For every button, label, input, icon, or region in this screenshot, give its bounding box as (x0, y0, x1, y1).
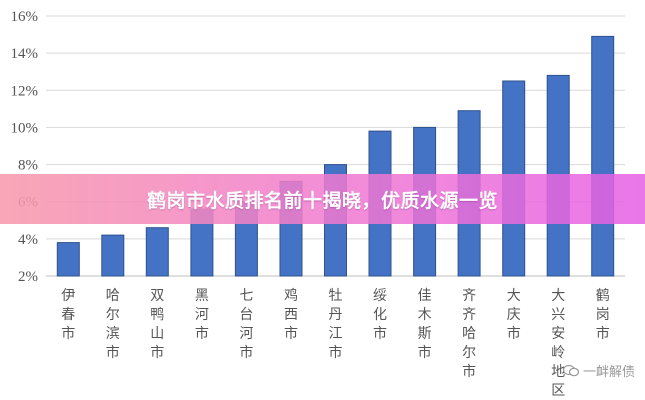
y-tick-label: 12% (11, 83, 39, 99)
y-axis-ticks: 2%4%6%8%10%12%14%16% (11, 9, 39, 285)
chat-bubble-icon (562, 364, 579, 376)
title-banner: 鹤岗市水质排名前十揭晓，优质水源一览 (0, 174, 645, 224)
bar (101, 234, 125, 277)
x-tick-label: 鹤岗市 (596, 288, 610, 342)
x-tick-label: 七台河市 (239, 288, 253, 361)
x-tick-label: 齐齐哈尔市 (462, 288, 476, 380)
x-tick-label: 黑河市 (195, 288, 209, 342)
x-tick-label: 哈尔滨市 (106, 288, 120, 361)
y-tick-label: 14% (11, 46, 39, 62)
x-axis-ticks: 伊春市 哈尔滨市 双鸭山市 黑河市 七台河市 鸡西市 牡丹江市 绥化市 佳木斯市 齐齐哈尔市 大庆市… (61, 287, 609, 399)
x-tick-label: 佳木斯市 (418, 288, 432, 361)
y-tick-label: 2% (18, 269, 38, 285)
x-tick-label: 大兴安岭地区 (551, 288, 565, 399)
x-tick-label: 绥化市 (373, 288, 387, 342)
x-tick-label: 双鸭山市 (150, 288, 164, 361)
y-tick-label: 10% (11, 120, 39, 136)
bar (56, 242, 80, 277)
x-tick-label: 大庆市 (507, 288, 521, 342)
bars (56, 35, 615, 277)
watermark-text: 一衅解债 (582, 365, 635, 380)
x-tick-label: 鸡西市 (284, 287, 298, 342)
y-tick-label: 16% (11, 9, 39, 25)
y-tick-label: 8% (18, 158, 38, 174)
x-tick-label: 伊春市 (61, 288, 75, 342)
watermark: 一衅解债 (562, 361, 635, 380)
x-tick-label: 牡丹江市 (329, 288, 343, 361)
y-tick-label: 4% (18, 232, 38, 248)
banner-title: 鹤岗市水质排名前十揭晓，优质水源一览 (146, 189, 498, 212)
bar (145, 227, 169, 277)
bar (591, 35, 615, 277)
